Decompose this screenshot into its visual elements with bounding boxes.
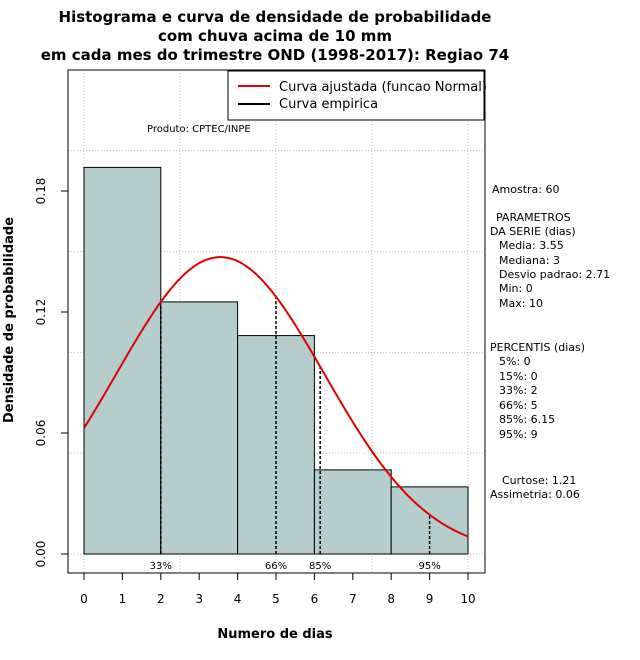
stat-min: Min: 0 xyxy=(499,282,533,295)
stat-p66: 66%: 5 xyxy=(499,399,538,412)
y-tick-label-2: 0.12 xyxy=(34,299,48,326)
chart-title-line-2: com chuva acima de 10 mm xyxy=(158,27,392,45)
stats-panel: Amostra: 60 PARAMETROS DA SERIE (dias) M… xyxy=(490,183,610,501)
stat-skewness: Assimetria: 0.06 xyxy=(490,488,580,501)
stat-params-title-2: DA SERIE (dias) xyxy=(490,225,576,238)
x-tick-label-4: 4 xyxy=(234,592,242,606)
stat-mean: Media: 3.55 xyxy=(499,239,564,252)
percentile-label-1: 66% xyxy=(265,561,287,572)
x-tick-label-1: 1 xyxy=(119,592,127,606)
histogram-bar-3 xyxy=(313,469,392,555)
x-tick-label-5: 5 xyxy=(272,592,280,606)
x-tick-label-0: 0 xyxy=(80,592,88,606)
stat-p85: 85%: 6.15 xyxy=(499,413,555,426)
fitted-normal-curve xyxy=(83,256,469,538)
legend: Curva ajustada (funcao Normal) Curva emp… xyxy=(227,70,487,121)
stat-sd: Desvio padrao: 2.71 xyxy=(499,268,610,281)
x-axis-title: Numero de dias xyxy=(217,627,333,642)
chart-title-line-3: em cada mes do trimestre OND (1998-2017)… xyxy=(41,46,510,64)
stat-p5: 5%: 0 xyxy=(499,355,531,368)
stat-sample: Amostra: 60 xyxy=(492,183,559,196)
y-tick-label-0: 0.00 xyxy=(34,541,48,568)
percentile-label-0: 33% xyxy=(150,561,172,572)
y-tick-label-3: 0.18 xyxy=(34,178,48,205)
legend-empirical-label: Curva empirica xyxy=(279,97,378,112)
stat-median: Mediana: 3 xyxy=(499,254,560,267)
bar-layer xyxy=(83,166,469,555)
stat-p33: 33%: 2 xyxy=(499,384,538,397)
x-tick-label-8: 8 xyxy=(387,592,395,606)
stat-p15: 15%: 0 xyxy=(499,370,538,383)
x-tick-label-2: 2 xyxy=(157,592,165,606)
x-tick-label-7: 7 xyxy=(349,592,357,606)
axis-layer: 0 1 2 3 4 5 6 7 8 9 10 0.00 0.06 0.12 0.18 xyxy=(34,178,476,606)
curve-layer xyxy=(83,256,469,538)
histogram-bar-1 xyxy=(160,301,239,555)
percentile-label-2: 85% xyxy=(309,561,331,572)
y-axis-title: Densidade de probabilidade xyxy=(2,217,17,423)
x-tick-label-10: 10 xyxy=(460,592,475,606)
legend-box xyxy=(227,70,485,121)
x-tick-label-3: 3 xyxy=(195,592,203,606)
stat-max: Max: 10 xyxy=(499,297,543,310)
stat-params-title-1: PARAMETROS xyxy=(496,211,571,224)
x-tick-label-6: 6 xyxy=(311,592,319,606)
stat-pct-title: PERCENTIS (dias) xyxy=(490,341,585,354)
percentile-layer: 33% 66% 85% 95% xyxy=(150,296,441,572)
percentile-label-3: 95% xyxy=(418,561,440,572)
histogram-bar-0 xyxy=(83,166,162,555)
product-label: Produto: CPTEC/INPE xyxy=(147,124,251,135)
stat-p95: 95%: 9 xyxy=(499,428,538,441)
x-tick-label-9: 9 xyxy=(426,592,434,606)
legend-fitted-label: Curva ajustada (funcao Normal) xyxy=(279,80,487,95)
y-tick-label-1: 0.06 xyxy=(34,420,48,447)
stat-kurtosis: Curtose: 1.21 xyxy=(502,474,576,487)
chart-title-line-1: Histograma e curva de densidade de proba… xyxy=(59,8,492,26)
